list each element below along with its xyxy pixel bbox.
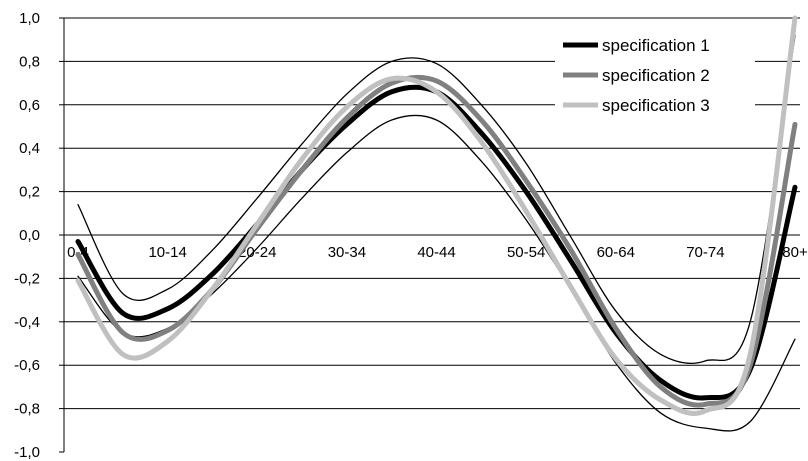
y-tick-label: 0,0 xyxy=(19,227,40,244)
x-tick-label: 80+ xyxy=(782,244,808,261)
upper-bound-line xyxy=(77,34,796,365)
y-tick-label: -0,2 xyxy=(14,270,40,287)
y-tick-label: 0,2 xyxy=(19,184,40,201)
y-tick-label: 0,4 xyxy=(19,140,40,157)
x-tick-label: 10-14 xyxy=(148,244,186,261)
legend-label-2: specification 2 xyxy=(602,66,710,85)
y-tick-label: 1,0 xyxy=(19,10,40,27)
x-tick-label: 30-34 xyxy=(328,244,366,261)
x-tick-label: 60-64 xyxy=(597,244,635,261)
axes xyxy=(59,17,65,453)
legend-label-1: specification 1 xyxy=(602,36,710,55)
series-lines xyxy=(75,15,798,432)
y-tick-label: -0,4 xyxy=(14,314,40,331)
legend-label-3: specification 3 xyxy=(602,96,710,115)
x-tick-label: 40-44 xyxy=(417,244,455,261)
y-tick-labels: 1,0 0,8 0,6 0,4 0,2 0,0 -0,2 -0,4 -0,6 -0,8 -1,0 xyxy=(14,10,40,461)
legend: specification 1 specification 2 specificat… xyxy=(555,26,755,130)
x-tick-labels: 0-4 10-14 20-24 30-34 40-44 50-54 60-64 70-74 80… xyxy=(67,244,808,261)
x-tick-label: 50-54 xyxy=(507,244,545,261)
y-tick-label: -0,8 xyxy=(14,401,40,418)
y-tick-label: -0,6 xyxy=(14,357,40,374)
y-tick-label: 0,6 xyxy=(19,97,40,114)
series-line-specification-1 xyxy=(75,84,798,401)
y-tick-label: -1,0 xyxy=(14,444,40,461)
x-tick-label: 20-24 xyxy=(238,244,276,261)
x-tick-label: 70-74 xyxy=(686,244,724,261)
y-tick-label: 0,8 xyxy=(19,53,40,70)
series-line-specification-3 xyxy=(75,15,798,416)
lower-bound-line xyxy=(77,114,796,432)
